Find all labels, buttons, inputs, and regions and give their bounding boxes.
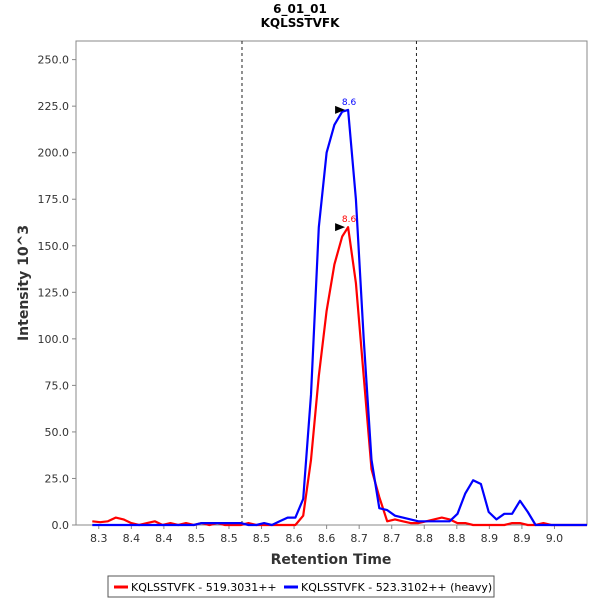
y-axis-ticks: 0.0 25.0 50.0 75.0 100.0 125.0 150.0 175.0 200.0… <box>38 54 76 532</box>
x-tick-label: 8.6 <box>285 532 303 545</box>
peak-arrow-icon <box>335 223 346 232</box>
x-tick-label: 8.9 <box>481 532 499 545</box>
chart-title: 6_01_01 <box>273 2 327 17</box>
peak-markers: 8.6 8.6 <box>335 98 357 232</box>
y-tick-label: 125.0 <box>38 286 70 299</box>
y-tick-label: 50.0 <box>45 426 70 439</box>
x-tick-label: 8.5 <box>220 532 238 545</box>
y-axis-label: Intensity 10^3 <box>16 225 32 341</box>
legend-entry-heavy: KQLSSTVFK - 523.3102++ (heavy) <box>301 581 492 594</box>
y-tick-label: 250.0 <box>38 54 70 67</box>
peak-label: 8.6 <box>342 98 357 108</box>
x-axis-label: Retention Time <box>271 552 392 568</box>
x-tick-label: 8.4 <box>123 532 141 545</box>
x-tick-label: 8.8 <box>416 532 434 545</box>
x-tick-label: 8.7 <box>383 532 401 545</box>
x-tick-label: 9.0 <box>546 532 564 545</box>
y-tick-label: 0.0 <box>52 519 70 532</box>
x-axis-ticks: 8.3 8.4 8.4 8.5 8.5 8.5 8.6 8.6 8.7 8.7 8.8 8.8 8.9 8… <box>90 525 563 545</box>
x-tick-label: 8.5 <box>188 532 206 545</box>
y-tick-label: 25.0 <box>45 472 70 485</box>
integration-boundaries <box>241 41 417 525</box>
x-tick-label: 8.4 <box>155 532 173 545</box>
legend: KQLSSTVFK - 519.3031++ KQLSSTVFK - 523.3… <box>107 575 495 598</box>
x-tick-label: 8.9 <box>513 532 531 545</box>
legend-box <box>107 575 495 598</box>
y-tick-label: 150.0 <box>38 240 70 253</box>
y-tick-label: 100.0 <box>38 333 70 346</box>
chart-subtitle: KQLSSTVFK <box>261 16 341 30</box>
y-tick-label: 200.0 <box>38 147 70 160</box>
legend-entry-light: KQLSSTVFK - 519.3031++ <box>131 581 277 594</box>
series-lines <box>92 108 587 527</box>
y-tick-label: 75.0 <box>45 379 70 392</box>
x-tick-label: 8.7 <box>350 532 368 545</box>
y-tick-label: 175.0 <box>38 193 70 206</box>
peak-label: 8.6 <box>342 215 357 225</box>
x-tick-label: 8.3 <box>90 532 108 545</box>
x-tick-label: 8.8 <box>448 532 466 545</box>
peak-arrow-icon <box>335 105 346 114</box>
x-tick-label: 8.5 <box>253 532 271 545</box>
y-tick-label: 225.0 <box>38 100 70 113</box>
series-line-heavy <box>92 108 587 527</box>
x-tick-label: 8.6 <box>318 532 336 545</box>
